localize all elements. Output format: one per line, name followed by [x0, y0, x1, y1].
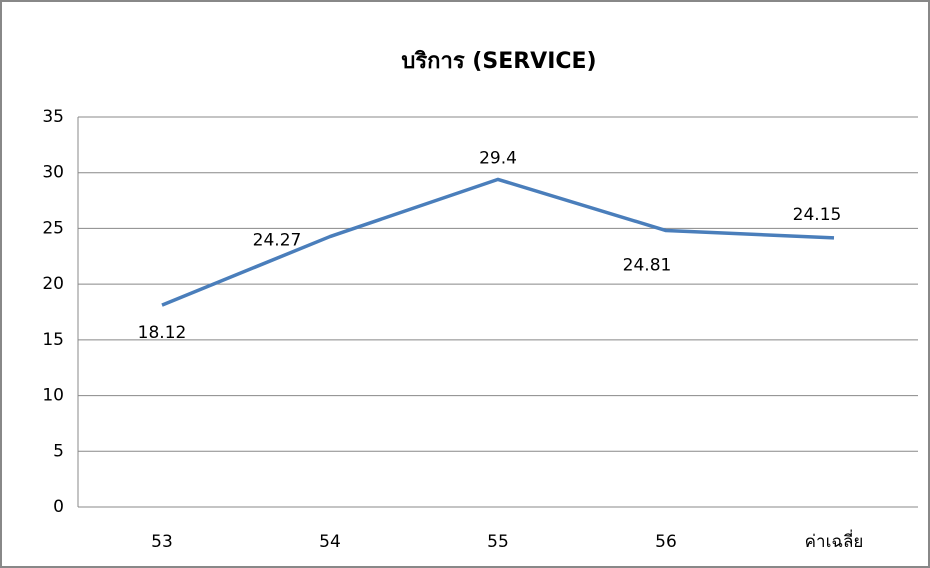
data-label: 24.27 — [253, 231, 302, 251]
data-label: 29.4 — [479, 148, 517, 168]
y-tick-label: 35 — [42, 107, 64, 127]
data-label: 24.15 — [793, 205, 842, 225]
x-tick-label: 55 — [487, 532, 509, 552]
y-tick-label: 25 — [42, 218, 64, 238]
y-tick-label: 5 — [53, 441, 64, 461]
data-label: 24.81 — [623, 256, 672, 276]
x-tick-label: 53 — [151, 532, 173, 552]
data-label: 18.12 — [138, 323, 187, 343]
x-tick-label: 54 — [319, 532, 341, 552]
x-tick-label: 56 — [655, 532, 677, 552]
y-tick-label: 20 — [42, 274, 64, 294]
y-tick-label: 15 — [42, 330, 64, 350]
y-tick-label: 0 — [53, 497, 64, 517]
x-tick-label: ค่าเฉลี่ย — [805, 529, 864, 552]
y-tick-label: 30 — [42, 163, 64, 183]
line-series — [161, 177, 835, 307]
chart-title: บริการ (SERVICE) — [401, 49, 596, 74]
y-tick-label: 10 — [42, 386, 64, 406]
